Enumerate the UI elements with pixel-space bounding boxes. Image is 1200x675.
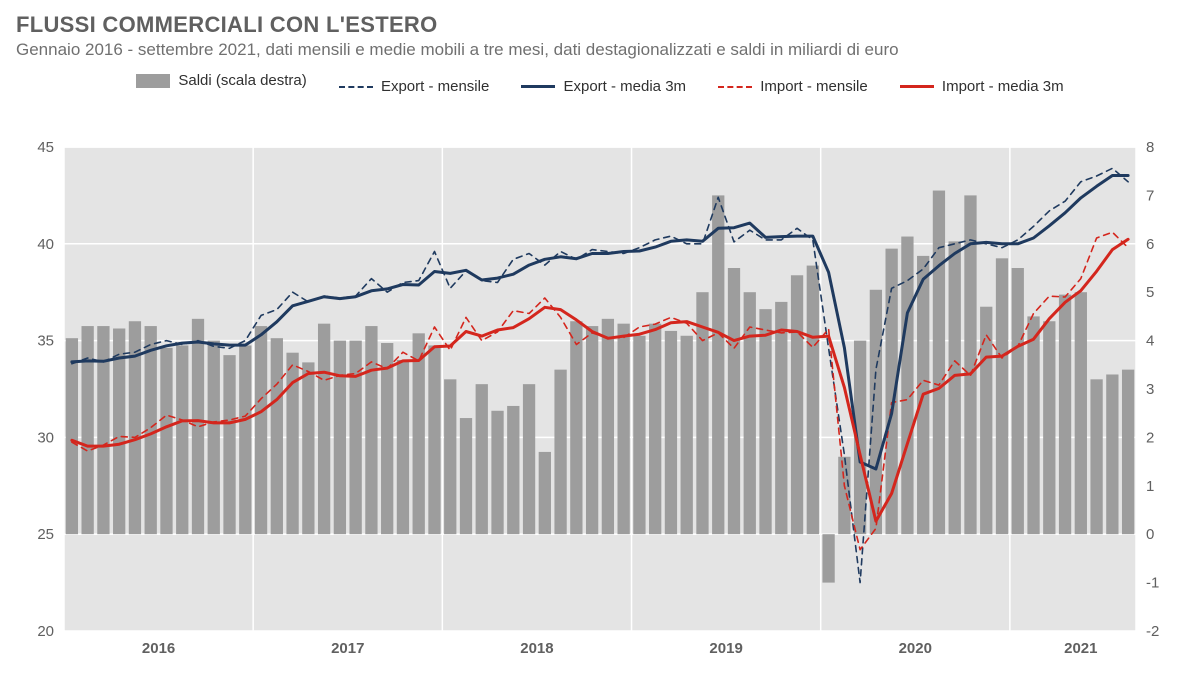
svg-text:-1: -1 [1146, 575, 1159, 592]
svg-text:4: 4 [1146, 333, 1154, 350]
chart: 201620172018201920202021202530354045-2-1… [16, 101, 1184, 661]
legend-label-saldi: Saldi (scala destra) [178, 72, 306, 89]
svg-text:40: 40 [37, 236, 54, 253]
legend-item-import-3m: Import - media 3m [900, 78, 1064, 95]
svg-text:2020: 2020 [899, 640, 932, 657]
svg-text:3: 3 [1146, 381, 1154, 398]
svg-text:2: 2 [1146, 429, 1154, 446]
svg-text:2021: 2021 [1064, 640, 1097, 657]
svg-text:-2: -2 [1146, 623, 1159, 640]
svg-text:6: 6 [1146, 236, 1154, 253]
svg-text:1: 1 [1146, 478, 1154, 495]
legend: Saldi (scala destra) Export - mensile Ex… [16, 68, 1184, 101]
legend-swatch-import-m [718, 86, 752, 88]
svg-text:20: 20 [37, 623, 54, 640]
svg-text:2019: 2019 [709, 640, 742, 657]
legend-label-import-m: Import - mensile [760, 78, 868, 95]
svg-text:2018: 2018 [520, 640, 553, 657]
legend-label-export-3m: Export - media 3m [563, 78, 686, 95]
legend-swatch-export-m [339, 86, 373, 88]
chart-title: FLUSSI COMMERCIALI CON L'ESTERO [16, 12, 1184, 38]
svg-text:35: 35 [37, 333, 54, 350]
svg-text:5: 5 [1146, 284, 1154, 301]
svg-text:8: 8 [1146, 139, 1154, 156]
legend-swatch-export-3m [521, 85, 555, 88]
legend-label-export-m: Export - mensile [381, 78, 489, 95]
legend-item-export-3m: Export - media 3m [521, 78, 686, 95]
svg-text:25: 25 [37, 526, 54, 543]
legend-swatch-saldi [136, 74, 170, 88]
legend-item-import-m: Import - mensile [718, 78, 868, 95]
svg-text:2017: 2017 [331, 640, 364, 657]
svg-text:45: 45 [37, 139, 54, 156]
legend-swatch-import-3m [900, 85, 934, 88]
svg-text:2016: 2016 [142, 640, 175, 657]
legend-label-import-3m: Import - media 3m [942, 78, 1064, 95]
svg-text:30: 30 [37, 429, 54, 446]
chart-svg: 201620172018201920202021202530354045-2-1… [16, 101, 1184, 661]
svg-text:7: 7 [1146, 187, 1154, 204]
svg-text:0: 0 [1146, 526, 1154, 543]
legend-item-saldi: Saldi (scala destra) [136, 72, 306, 89]
chart-subtitle: Gennaio 2016 - settembre 2021, dati mens… [16, 40, 1184, 60]
legend-item-export-m: Export - mensile [339, 78, 489, 95]
